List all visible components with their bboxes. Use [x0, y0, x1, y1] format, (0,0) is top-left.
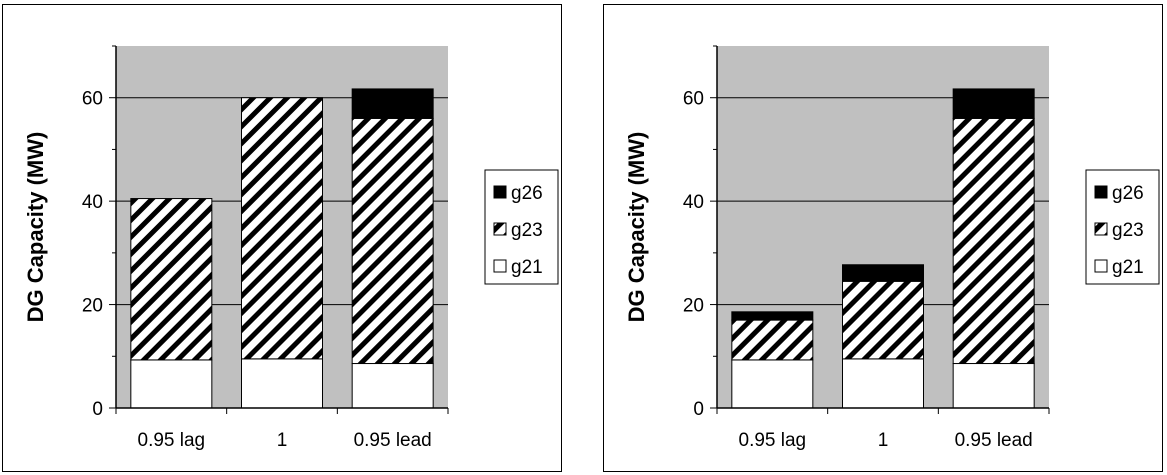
bar-g21-1	[842, 358, 924, 409]
bar-g23-2	[351, 117, 434, 365]
x-tick-label: 1	[878, 430, 889, 451]
x-tick-label: 0.95 lag	[138, 430, 206, 451]
legend-swatch-g23	[493, 222, 507, 236]
bar-g21-0	[731, 359, 814, 409]
chart-left-svg: 0.95 lag 1 0.95 lead 0 20 40 60 DG Capacity (MW…	[23, 45, 559, 451]
legend-swatch-g23	[1094, 222, 1108, 236]
y-tick-label: 40	[82, 192, 103, 213]
y-tick-label: 0	[693, 399, 704, 420]
y-tick-label: 20	[683, 296, 704, 317]
bar-g21-2	[351, 363, 434, 409]
y-tick-label: 60	[82, 89, 103, 110]
x-tick-label: 0.95 lead	[354, 430, 432, 451]
bar-g26-1	[842, 264, 924, 282]
bar-g26-0	[731, 311, 814, 321]
chart-panel-right: 0.95 lag 1 0.95 lead 0 20 40 60 DG Capacity (MW…	[603, 4, 1163, 472]
bar-g23-1	[241, 97, 323, 360]
x-tick-label: 1	[277, 430, 288, 451]
x-tick-label: 0.95 lead	[955, 430, 1033, 451]
legend-swatch-g21	[1094, 259, 1108, 273]
bar-g23-0	[130, 198, 213, 361]
bar-g21-2	[952, 363, 1035, 409]
y-axis-title: DG Capacity (MW)	[23, 132, 48, 323]
legend-label-g21: g21	[1112, 257, 1144, 278]
bar-g23-2	[952, 117, 1035, 365]
legend-label-g23: g23	[1112, 220, 1144, 241]
y-tick-label: 40	[683, 192, 704, 213]
legend-swatch-g26	[1094, 185, 1108, 199]
bar-g21-1	[241, 358, 323, 409]
legend-label-g21: g21	[511, 257, 543, 278]
bar-g21-0	[130, 359, 213, 409]
chart-panel-left: 0.95 lag 1 0.95 lead 0 20 40 60 DG Capacity (MW…	[2, 4, 562, 472]
y-tick-label: 0	[92, 399, 103, 420]
bar-g26-2	[351, 88, 434, 119]
legend: g26 g23 g21	[1085, 169, 1160, 285]
y-tick-label: 20	[82, 296, 103, 317]
legend-label-g26: g26	[511, 183, 543, 204]
bar-g23-1	[842, 280, 924, 360]
bar-g23-0	[731, 319, 814, 361]
legend: g26 g23 g21	[484, 169, 559, 285]
legend-label-g26: g26	[1112, 183, 1144, 204]
y-tick-label: 60	[683, 89, 704, 110]
legend-label-g23: g23	[511, 220, 543, 241]
y-axis-title: DG Capacity (MW)	[624, 132, 649, 323]
bar-g26-2	[952, 88, 1035, 119]
x-tick-label: 0.95 lag	[739, 430, 807, 451]
legend-swatch-g26	[493, 185, 507, 199]
chart-right-svg: 0.95 lag 1 0.95 lead 0 20 40 60 DG Capacity (MW…	[624, 45, 1160, 451]
legend-swatch-g21	[493, 259, 507, 273]
